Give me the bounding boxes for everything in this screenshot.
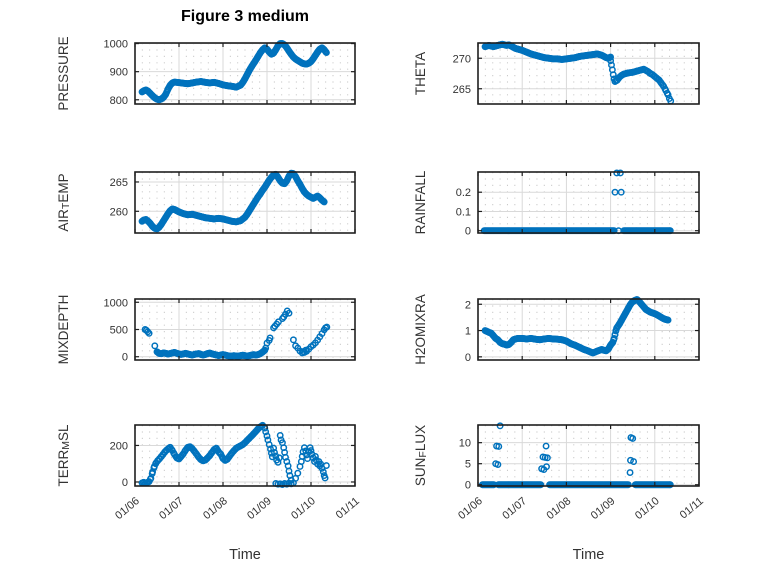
ytick-h2omixra: 0	[465, 352, 471, 364]
xtick-label: 01/09	[245, 495, 274, 522]
xtick-label: 01/10	[289, 495, 318, 522]
ytick-sun-flux: 5	[465, 459, 471, 471]
ytick-sun-flux: 0	[465, 480, 471, 492]
xtick-label: 01/10	[633, 495, 662, 522]
ytick-theta: 270	[453, 53, 471, 65]
xtick-label: 01/07	[157, 495, 186, 522]
ylabel-h2omixra: H2OMIXRA	[413, 294, 428, 365]
ylabel-mixdepth: MIXDEPTH	[56, 295, 71, 365]
ylabel-rainfall: RAINFALL	[413, 170, 428, 234]
subplot-terr-msl: 0 200 01/06 01/07 01/08 01/09 01/10 01/11 TERRMS…	[56, 421, 362, 522]
subplot-theta: 265 270 THETA	[413, 40, 700, 105]
xtick-label: 01/06	[113, 495, 142, 522]
ytick-pressure: 900	[110, 67, 128, 79]
ytick-mixdepth: 1000	[104, 297, 128, 309]
ytick-air-temp: 260	[110, 206, 128, 218]
ytick-pressure: 800	[110, 95, 128, 107]
ytick-sun-flux: 10	[459, 438, 471, 450]
ytick-rainfall: 0	[465, 226, 471, 238]
x-axis-label-left: Time	[229, 547, 261, 563]
xtick-label: 01/07	[500, 495, 529, 522]
xtick-label: 01/06	[456, 495, 485, 522]
ytick-rainfall: 0.2	[456, 187, 471, 199]
ytick-mixdepth: 0	[122, 352, 128, 364]
subplot-air-temp: 260 265 AIRTEMP	[56, 169, 356, 234]
xtick-label: 01/09	[589, 495, 618, 522]
ytick-rainfall: 0.1	[456, 206, 471, 218]
xtick-label: 01/08	[545, 495, 574, 522]
subplot-rainfall: 0 0.1 0.2 RAINFALL	[413, 169, 700, 238]
ylabel-terr-msl: TERRMSL	[56, 424, 73, 487]
xtick-label: 01/11	[334, 495, 362, 521]
ytick-theta: 265	[453, 84, 471, 96]
ytick-air-temp: 265	[110, 177, 128, 189]
ytick-terr-msl: 200	[110, 440, 128, 452]
ylabel-sun-flux: SUNFLUX	[413, 425, 430, 486]
ylabel-air-temp: AIRTEMP	[56, 173, 73, 231]
ytick-mixdepth: 500	[110, 325, 128, 337]
subplot-h2omixra: 0 1 2 H2OMIXRA	[413, 294, 700, 365]
xtick-label: 01/11	[678, 495, 706, 521]
ylabel-theta: THETA	[413, 52, 428, 95]
ytick-pressure: 1000	[104, 39, 128, 51]
ytick-terr-msl: 0	[122, 477, 128, 489]
x-axis-label-right: Time	[572, 547, 605, 563]
subplot-pressure: 800 900 1000 PRESSURE	[56, 36, 356, 111]
ylabel-pressure: PRESSURE	[56, 36, 71, 110]
xtick-label: 01/08	[201, 495, 230, 522]
ytick-h2omixra: 1	[465, 326, 471, 338]
subplot-mixdepth: 0 500 1000 MIXDEPTH	[56, 295, 356, 365]
figure-title: Figure 3 medium	[180, 8, 310, 25]
ytick-h2omixra: 2	[465, 299, 471, 311]
subplot-sun-flux: 0 5 10 01/06 01/07 01/08 01/09 01/10 01/11 SUNFLU…	[413, 422, 706, 522]
